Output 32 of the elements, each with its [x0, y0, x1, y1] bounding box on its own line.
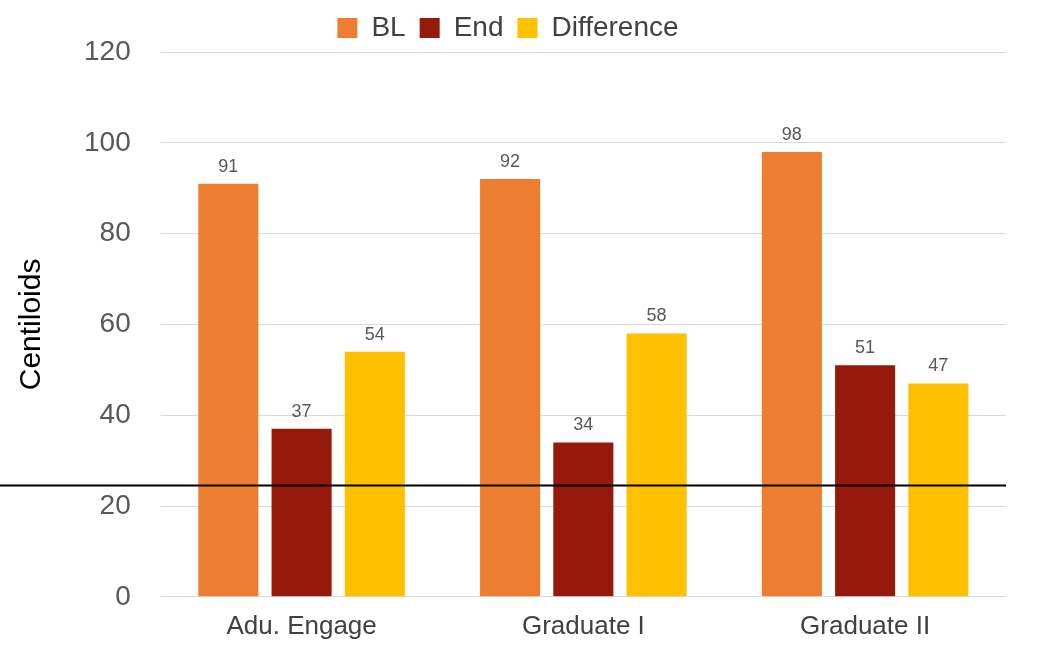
bar: [626, 333, 687, 597]
y-tick-label: 80: [99, 216, 131, 248]
legend-label: BL: [371, 10, 406, 42]
y-tick-label: 120: [84, 34, 131, 66]
data-label: 34: [573, 414, 594, 435]
bar: [553, 442, 614, 597]
data-label: 54: [364, 323, 385, 344]
y-tick-label: 60: [99, 307, 131, 339]
x-tick-label: Graduate I: [521, 609, 645, 640]
y-tick-label: 20: [99, 488, 131, 520]
x-tick-label: Adu. Engage: [226, 609, 377, 640]
bar: [198, 183, 259, 597]
y-tick-label: 40: [99, 397, 131, 429]
data-label: 47: [928, 355, 949, 376]
data-label: 98: [781, 123, 802, 144]
data-label: 92: [500, 151, 521, 172]
bar: [835, 365, 896, 597]
bar: [908, 383, 969, 597]
bar: [761, 151, 822, 597]
data-label: 91: [218, 155, 239, 176]
bar: [344, 351, 405, 597]
bar: [480, 179, 541, 597]
data-label: 37: [291, 400, 312, 421]
data-label: 51: [855, 337, 876, 358]
y-tick-label: 0: [115, 579, 131, 611]
y-tick-label: 100: [84, 125, 131, 157]
legend-label: End: [453, 10, 504, 42]
x-tick-label: Graduate II: [800, 609, 931, 640]
y-axis-title: Centiloids: [13, 258, 47, 391]
data-label: 58: [646, 305, 667, 326]
legend-label: Difference: [551, 10, 679, 42]
bar: [271, 428, 332, 597]
